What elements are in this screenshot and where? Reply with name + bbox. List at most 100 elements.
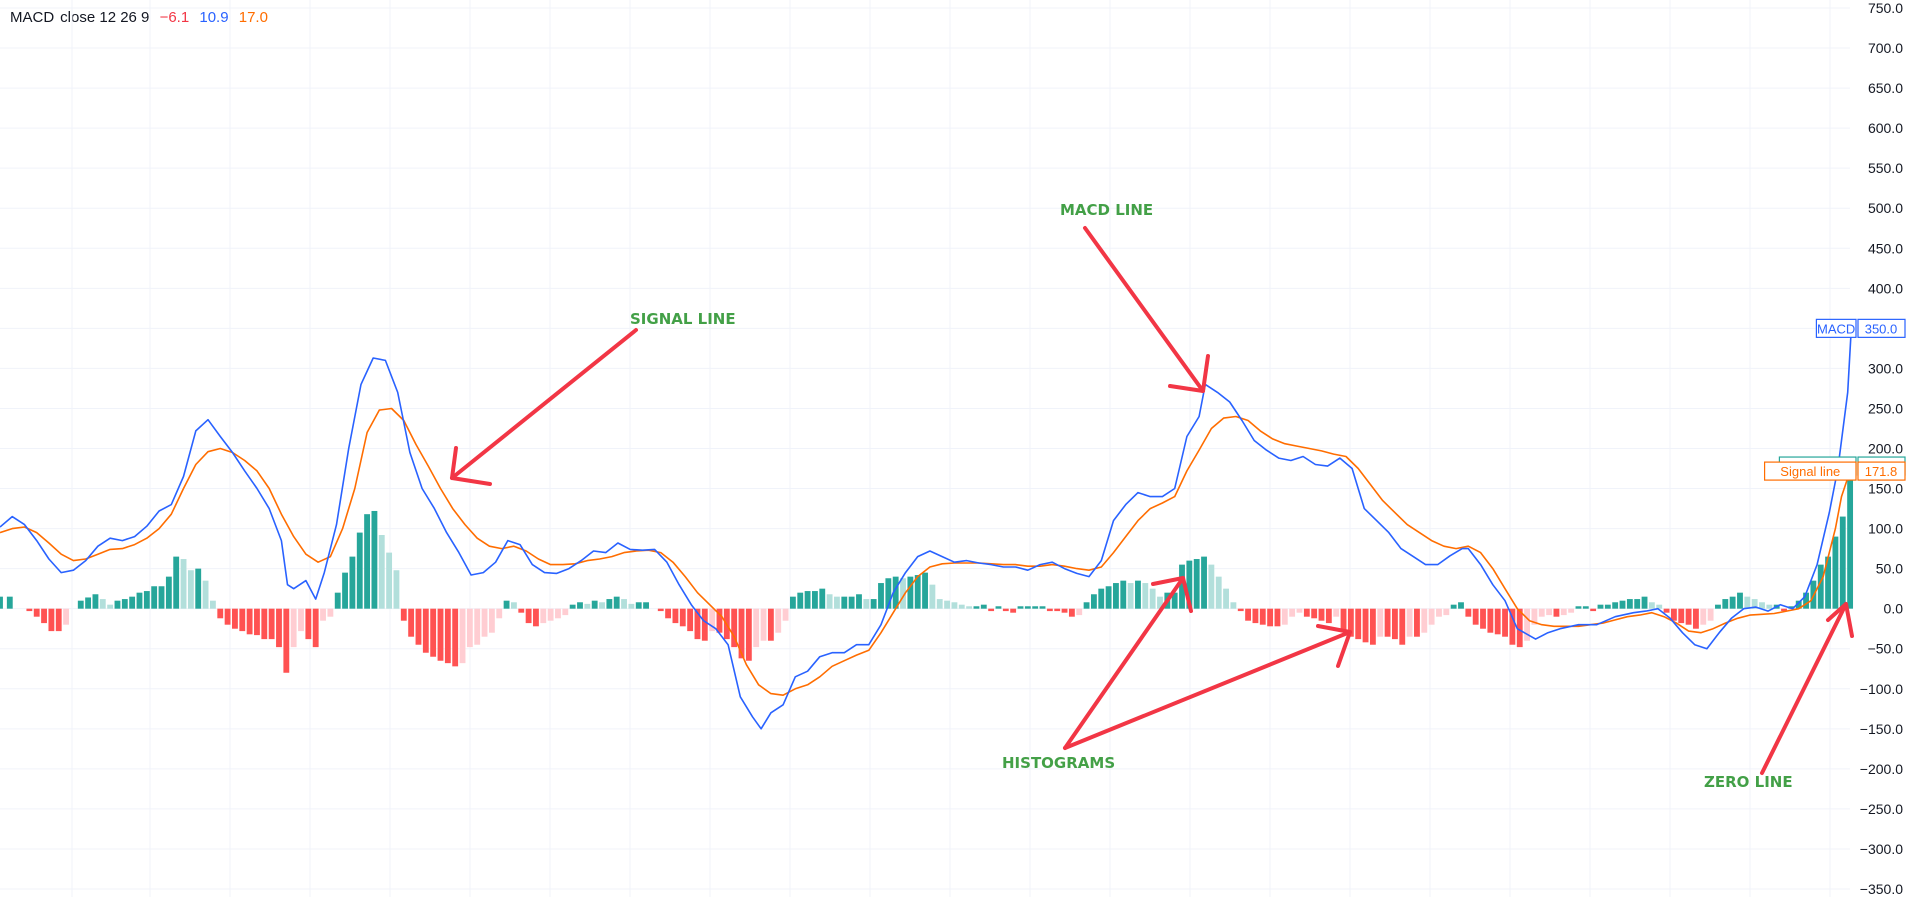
histogram-bar bbox=[797, 592, 804, 609]
y-tick-label: 450.0 bbox=[1868, 240, 1903, 256]
histogram-bar bbox=[1142, 583, 1149, 609]
histogram-bar bbox=[1289, 608, 1296, 617]
histogram-bar bbox=[782, 608, 789, 621]
legend-name: MACD bbox=[10, 9, 55, 26]
histogram-bar bbox=[1149, 588, 1156, 609]
legend-signal-value: 17.0 bbox=[238, 9, 268, 26]
histogram-bar bbox=[1274, 608, 1281, 627]
histogram-arrow-2-shaft bbox=[1063, 630, 1352, 750]
histogram-bar bbox=[1707, 608, 1714, 621]
signal-line bbox=[0, 407, 1851, 696]
histogram-bar bbox=[1032, 606, 1039, 609]
histogram-bar bbox=[731, 608, 738, 648]
histogram-bar bbox=[55, 608, 62, 632]
y-tick-label: −350.0 bbox=[1860, 881, 1903, 897]
histogram-bar bbox=[1428, 608, 1435, 625]
price-axis[interactable]: 750.0 700.0 650.0 600.0 550.0 500.0 450.0 400.0… bbox=[1860, 0, 1903, 897]
histogram-bar bbox=[738, 608, 745, 659]
histogram-bar bbox=[716, 608, 723, 633]
badge-label: Signal line bbox=[1780, 464, 1840, 479]
histogram-bar bbox=[1208, 564, 1215, 609]
signal-arrow-shaft bbox=[450, 328, 638, 480]
histogram-bar bbox=[672, 608, 679, 624]
histogram-bar bbox=[863, 599, 870, 609]
histogram-bar bbox=[63, 608, 69, 625]
histogram-bar bbox=[804, 591, 811, 609]
histogram-bar bbox=[533, 608, 539, 627]
histogram-bar bbox=[327, 608, 334, 617]
histogram-bar bbox=[944, 600, 950, 609]
histogram-bar bbox=[1516, 608, 1523, 648]
indicator-lines bbox=[0, 328, 1853, 730]
histogram-bar bbox=[246, 608, 253, 635]
histogram-bar bbox=[1759, 602, 1765, 609]
histogram-bar bbox=[1472, 608, 1479, 625]
histogram-bar bbox=[1215, 576, 1222, 609]
histogram-bar bbox=[1193, 559, 1200, 609]
histogram-bar bbox=[283, 608, 290, 673]
histogram-bar bbox=[1450, 604, 1457, 609]
y-tick-label: 50.0 bbox=[1876, 561, 1903, 577]
histogram-bar bbox=[1414, 608, 1420, 637]
histogram-bar bbox=[268, 608, 275, 640]
histogram-bar bbox=[929, 584, 936, 609]
histogram-bar bbox=[745, 608, 752, 661]
histogram-bar bbox=[209, 600, 216, 609]
histogram-bar bbox=[1582, 606, 1589, 609]
histogram-bar bbox=[437, 608, 444, 661]
histogram-bar bbox=[789, 596, 796, 609]
histogram-bar bbox=[1399, 608, 1406, 645]
histogram-bar bbox=[1090, 594, 1097, 609]
histogram-bar bbox=[1054, 608, 1061, 612]
histogram-bar bbox=[1795, 600, 1802, 609]
badge-value: 350.0 bbox=[1865, 321, 1898, 336]
histogram-arrow-2-head bbox=[1316, 624, 1352, 668]
histogram-bar bbox=[415, 608, 422, 645]
histogram-bar bbox=[1443, 608, 1450, 616]
histogram-bar bbox=[973, 606, 980, 609]
histogram-bar bbox=[129, 596, 136, 609]
histogram-bar bbox=[1465, 608, 1472, 617]
histogram-bar bbox=[1105, 586, 1112, 609]
histogram-bar bbox=[1597, 604, 1604, 609]
histogram-bar bbox=[1538, 608, 1545, 617]
y-tick-label: 300.0 bbox=[1868, 360, 1903, 376]
histogram-bar bbox=[892, 576, 899, 609]
histogram-bar bbox=[158, 586, 165, 609]
histogram-bar bbox=[885, 578, 892, 609]
histogram-bar bbox=[0, 596, 3, 609]
y-tick-label: −200.0 bbox=[1860, 761, 1903, 777]
histogram-bar bbox=[1046, 608, 1053, 612]
histogram-bar bbox=[1524, 608, 1530, 641]
histogram-bar bbox=[202, 580, 209, 609]
histogram-bar bbox=[290, 608, 297, 648]
signal-line-annotation: SIGNAL LINE bbox=[630, 310, 736, 328]
zero-line-annotation: ZERO LINE bbox=[1704, 773, 1793, 791]
histogram-bar bbox=[547, 608, 554, 621]
histogram-bars bbox=[0, 466, 1854, 673]
histogram-bar bbox=[1281, 608, 1288, 625]
y-tick-label: 750.0 bbox=[1868, 0, 1903, 16]
histogram-bar bbox=[466, 608, 473, 648]
histogram-bar bbox=[1568, 608, 1575, 613]
histogram-bar bbox=[834, 596, 840, 609]
histogram-bar bbox=[312, 608, 319, 648]
histogram-bar bbox=[841, 596, 848, 609]
histogram-bar bbox=[510, 602, 517, 609]
histogram-bar bbox=[599, 602, 605, 609]
histogram-bar bbox=[900, 578, 906, 609]
histogram-bar bbox=[856, 594, 862, 609]
histogram-bar bbox=[26, 608, 33, 612]
histogram-bar bbox=[136, 592, 143, 609]
histogram-bar bbox=[386, 552, 393, 609]
indicator-legend: MACD close 12 26 9 −6.1 10.9 17.0 bbox=[10, 9, 274, 26]
zero-arrow-shaft bbox=[1760, 602, 1848, 775]
signal-arrow-head bbox=[450, 446, 492, 486]
histogram-bar bbox=[224, 608, 231, 625]
histogram-bar bbox=[400, 608, 407, 621]
histogram-bar bbox=[298, 608, 304, 632]
histogram-bar bbox=[1531, 608, 1538, 625]
histogram-bar bbox=[1847, 466, 1854, 609]
histogram-bar bbox=[1685, 608, 1692, 625]
